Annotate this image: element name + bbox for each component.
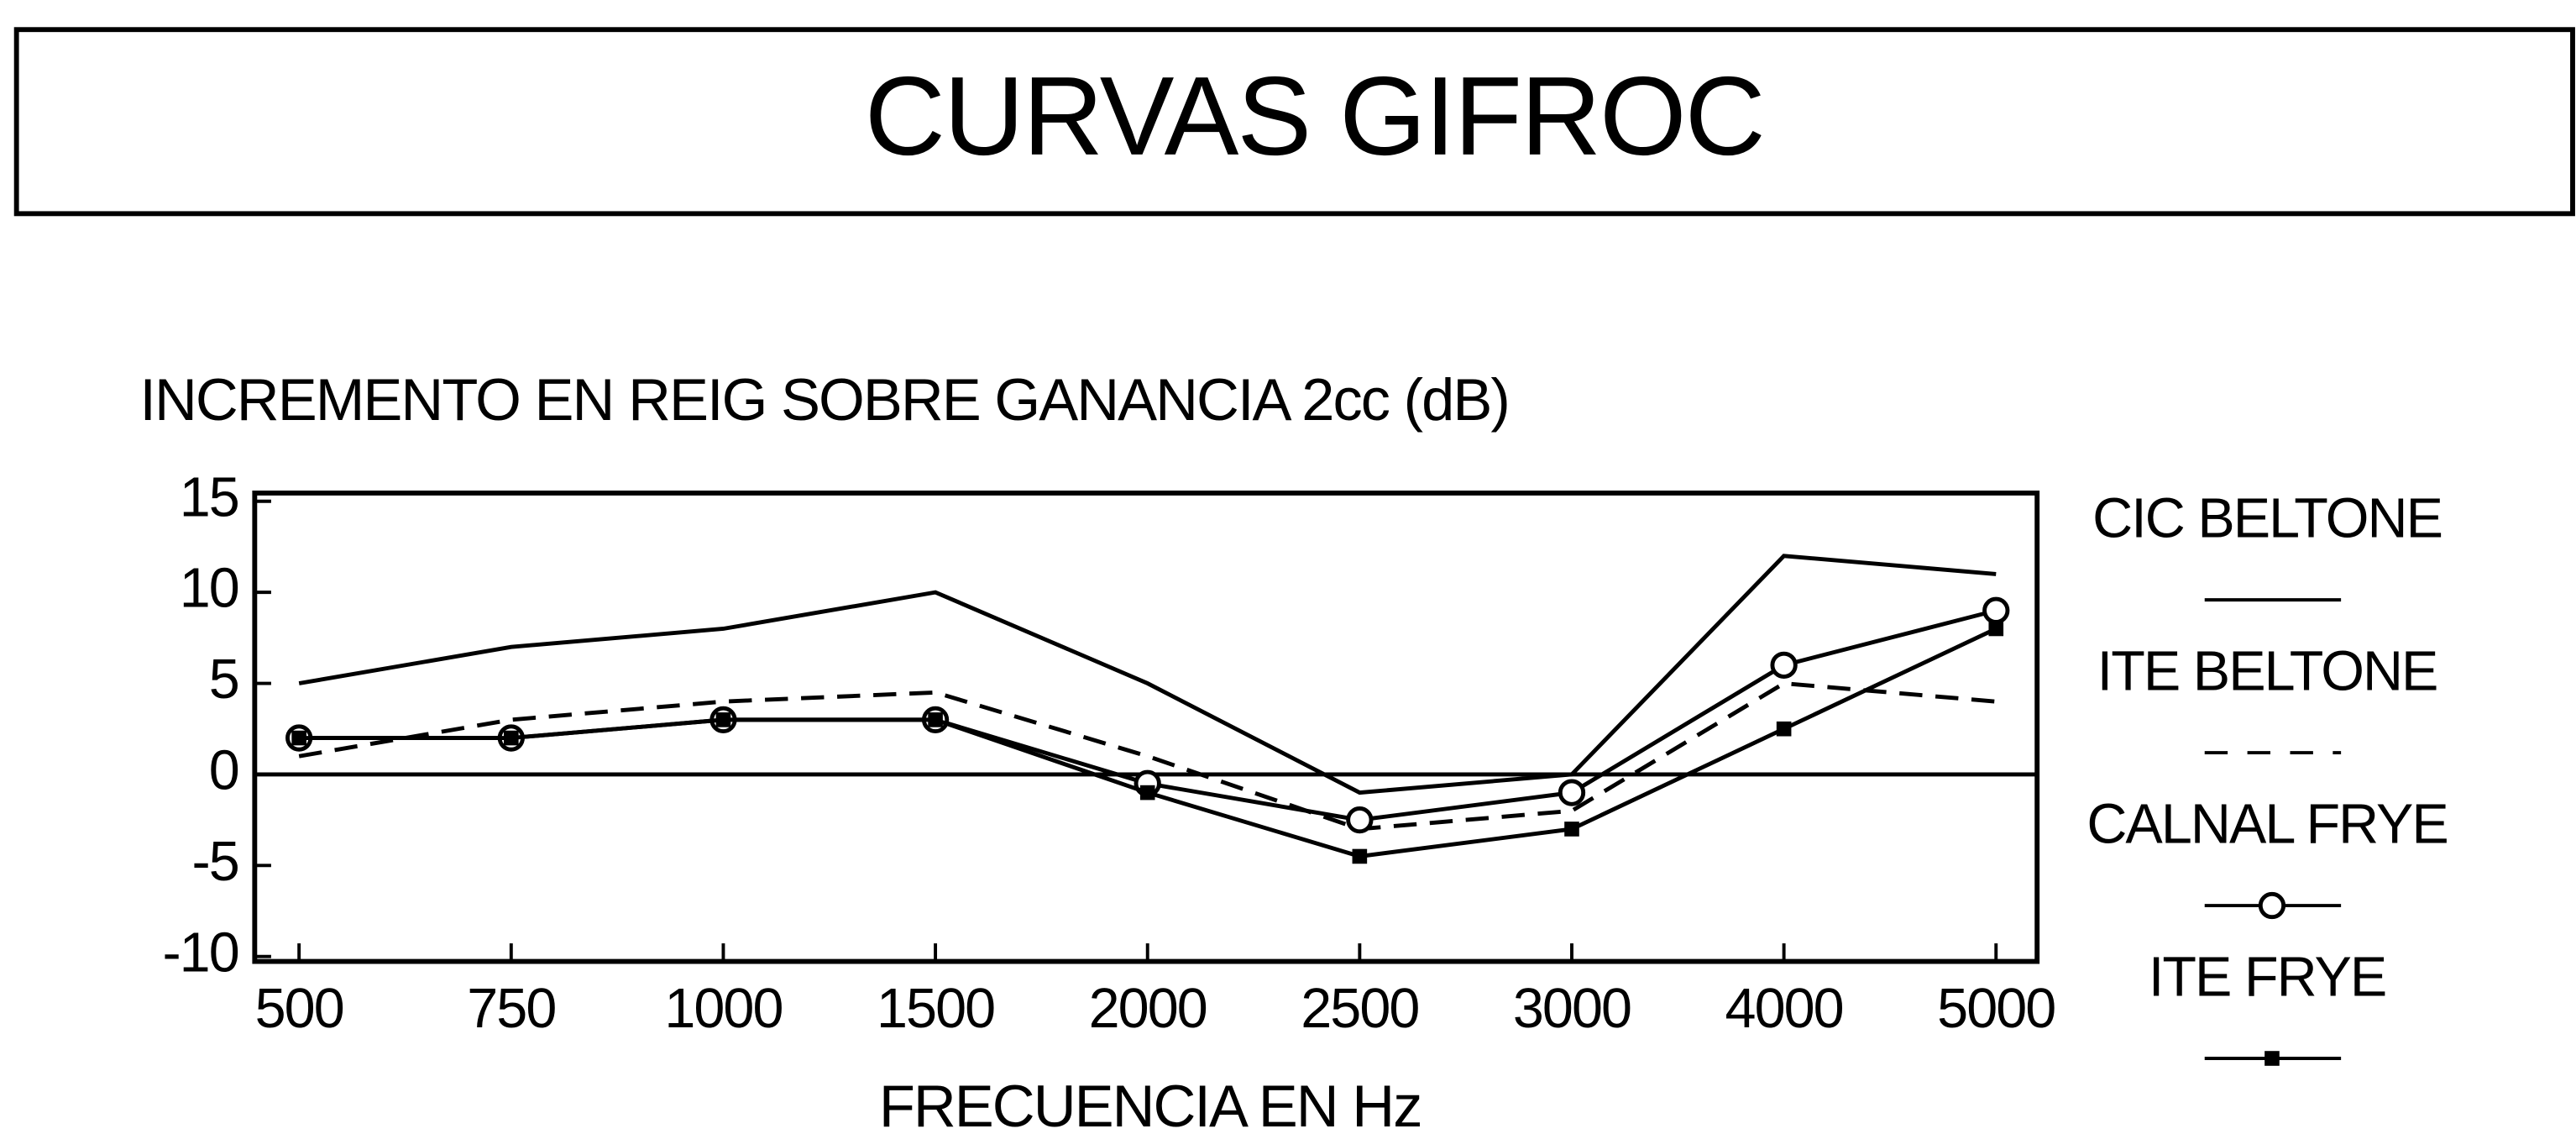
legend-label: CIC BELTONE	[2092, 488, 2442, 550]
data-point	[1776, 721, 1792, 737]
x-tick-label: 4000	[1725, 978, 1843, 1040]
data-point	[1139, 785, 1155, 801]
y-tick-label: 5	[209, 648, 238, 711]
x-tick-label: 3000	[1513, 978, 1631, 1040]
x-tick-label: 5000	[1937, 978, 2055, 1040]
data-point	[504, 730, 519, 746]
y-tick-label: 0	[209, 739, 238, 801]
x-tick-label: 500	[255, 978, 343, 1040]
data-point	[1770, 651, 1798, 679]
data-point	[1346, 806, 1374, 834]
y-axis-label: INCREMENTO EN REIG SOBRE GANANCIA 2cc (d…	[139, 366, 1508, 433]
x-tick-label: 1000	[664, 978, 782, 1040]
x-tick-label: 2000	[1089, 978, 1207, 1040]
data-point	[1988, 621, 2004, 637]
y-tick-label: 15	[180, 466, 238, 528]
y-tick-label: -5	[192, 831, 238, 893]
y-tick-label: 10	[180, 558, 238, 620]
x-tick-label: 750	[467, 978, 555, 1040]
legend-marker	[2264, 1051, 2280, 1066]
series-line	[298, 554, 1997, 795]
plot-frame	[252, 491, 2040, 964]
legend-label: CALNAL FRYE	[2086, 794, 2447, 856]
series-line	[299, 627, 1997, 858]
data-point	[715, 712, 731, 727]
data-point	[1558, 779, 1586, 806]
data-point	[928, 712, 943, 727]
legend-label: ITE FRYE	[2149, 947, 2386, 1009]
series-line	[298, 681, 1997, 832]
data-point	[291, 730, 306, 746]
data-point	[1352, 848, 1368, 864]
chart-title: CURVAS GIFROC	[865, 55, 1764, 179]
data-point	[1982, 596, 2010, 624]
title-box	[13, 27, 2575, 217]
legend-label: ITE BELTONE	[2097, 641, 2437, 703]
y-tick-label: -10	[163, 921, 238, 984]
x-tick-label: 1500	[877, 978, 994, 1040]
data-point	[1564, 822, 1579, 837]
x-tick-label: 2500	[1301, 978, 1418, 1040]
legend-marker	[2258, 891, 2286, 920]
x-axis-label: FRECUENCIA EN Hz	[879, 1073, 1422, 1134]
